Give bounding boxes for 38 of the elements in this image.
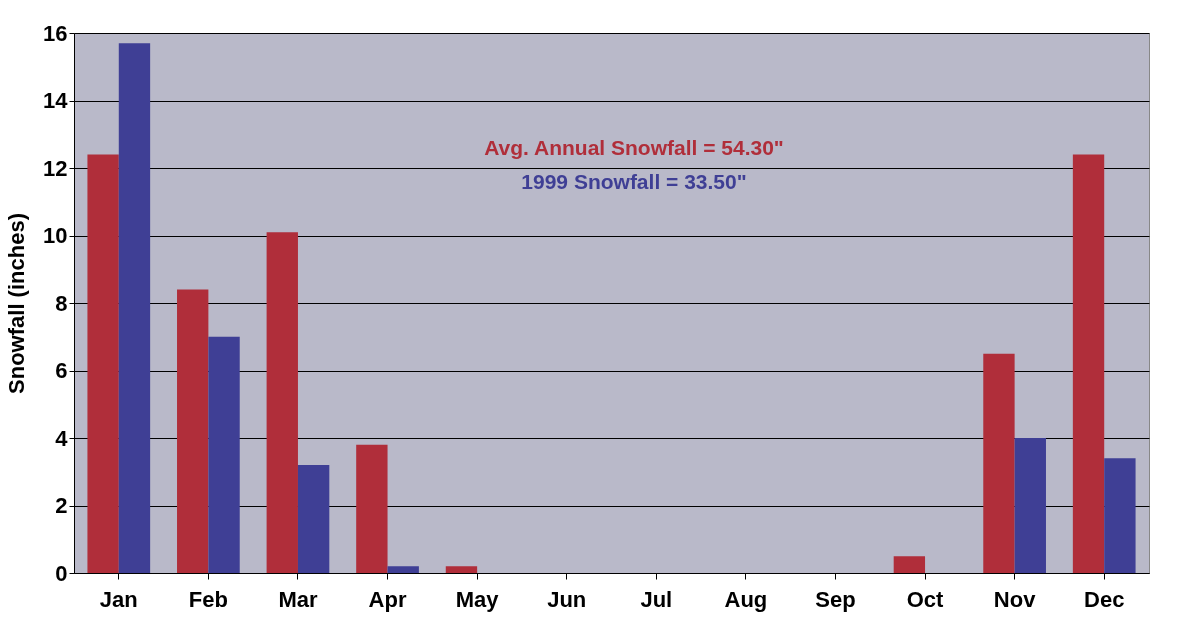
y-tick-label: 16 (43, 20, 68, 46)
x-tick-label: Apr (368, 586, 407, 612)
bar (1104, 458, 1136, 573)
bar (445, 566, 478, 573)
y-tick-label: 6 (55, 358, 68, 383)
y-axis-title: Snowfall (inches) (4, 213, 30, 394)
bar (1072, 154, 1105, 573)
bar (387, 566, 419, 573)
x-tick-label: Sep (815, 586, 856, 612)
y-tick-label: 2 (55, 493, 68, 518)
y-tick-label: 4 (55, 425, 69, 451)
x-tick-label: Aug (724, 586, 768, 612)
x-tick-label: Feb (188, 586, 228, 612)
x-tick-label: Dec (1084, 586, 1125, 612)
bar (1014, 438, 1046, 573)
y-tick-label: 12 (43, 155, 68, 181)
bar (983, 353, 1015, 573)
bar (356, 444, 388, 573)
x-tick-label: Oct (906, 586, 945, 612)
y-tick-label: 8 (55, 290, 68, 316)
x-tick-label: May (455, 586, 500, 612)
x-tick-label: Jan (99, 586, 138, 612)
bar (297, 465, 330, 573)
bar (87, 154, 119, 573)
y-tick-label: 10 (43, 223, 68, 248)
y-tick-label: 14 (43, 88, 69, 113)
annotation: Avg. Annual Snowfall = 54.30" (484, 136, 784, 159)
annotation: 1999 Snowfall = 33.50" (521, 170, 747, 193)
bar (177, 289, 209, 573)
bar (118, 43, 151, 573)
x-tick-label: Jul (640, 586, 673, 612)
bar (893, 556, 926, 573)
x-tick-label: Jun (547, 586, 587, 612)
bar (266, 232, 298, 573)
y-tick-label: 0 (55, 560, 68, 586)
x-tick-label: Mar (278, 586, 318, 612)
x-tick-label: Nov (993, 586, 1037, 612)
bar (208, 336, 240, 573)
